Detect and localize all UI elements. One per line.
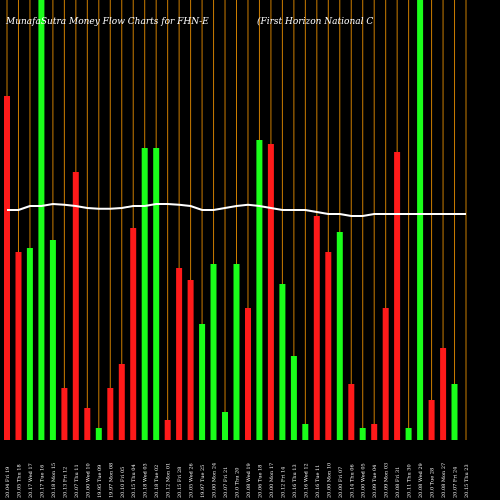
x-tick-label: 20.11 Thu 30 (407, 464, 413, 498)
x-tick-label: 20.00 Mon 24 (212, 463, 218, 498)
bar (118, 364, 125, 440)
chart-subtitle: (First Horizon National C (257, 16, 373, 27)
x-tick-label: 19.97 Tue 25 (200, 465, 206, 498)
bar (199, 324, 206, 440)
x-tick-label: 20.16 Tue 11 (315, 465, 321, 498)
x-tick-label: 20.10 Fri 05 (120, 467, 126, 498)
bar (15, 252, 22, 440)
x-tick-label: 20.07 Thu 11 (74, 464, 80, 498)
x-tick-label: 20.00 Wed 05 (361, 463, 367, 498)
bar (164, 420, 171, 440)
bar (233, 264, 240, 440)
bar (222, 412, 228, 440)
x-tick-label: 20.00 Wed 10 (85, 463, 91, 498)
x-tick-label: 20.00 Fri 07 (338, 467, 344, 498)
bar (72, 172, 79, 440)
x-tick-label: 20.18 Wed 03 (143, 463, 149, 498)
bar (302, 424, 309, 440)
bar (187, 280, 194, 440)
x-tick-label: 20.16 Thu 13 (292, 464, 298, 498)
x-tick-label: 19.97 Mon 08 (108, 463, 114, 498)
x-tick-label: 20.09 Mon 03 (384, 463, 390, 498)
bar (348, 384, 355, 440)
bar (141, 148, 148, 440)
bar (256, 140, 263, 440)
x-tick-label: 20.05 Wed 26 (189, 463, 195, 498)
bar (267, 144, 274, 440)
bar (153, 148, 160, 440)
x-tick-label: 20.06 Tue 18 (257, 465, 263, 498)
bar (417, 0, 424, 440)
bar (49, 240, 56, 440)
bar (394, 152, 401, 440)
x-axis-labels: 20.04 Fri 19 20.05 Thu 18 20.17 Wed 17 20.1… (5, 463, 470, 498)
x-tick-label: 20.0 Tue 28 (430, 468, 436, 498)
x-tick-label: 20.18 Tue 02 (154, 465, 160, 498)
bar (382, 308, 389, 440)
x-tick-label: 20.09 Tue 04 (372, 465, 378, 498)
bar (38, 0, 45, 440)
bar-series (4, 0, 458, 440)
bar (428, 400, 435, 440)
x-tick-label: 20.16 Wed 12 (303, 463, 309, 498)
price-line (7, 202, 466, 217)
bar (359, 428, 366, 440)
bar (336, 232, 343, 440)
x-tick-label: 20.17 Tue 16 (39, 465, 45, 498)
x-tick-label: 20.18 Mon 15 (51, 463, 57, 498)
x-tick-label: 20.13 Fri 12 (62, 467, 68, 498)
bar (440, 348, 447, 440)
bar (313, 216, 320, 440)
bar (245, 308, 251, 440)
x-tick-label: 20.07 Fri 21 (223, 467, 229, 498)
bar (130, 228, 137, 440)
x-tick-label: 20.08 Wed 29 (418, 463, 424, 498)
x-tick-label: 20.07 Fri 24 (453, 467, 459, 498)
x-tick-label: 20.15 Thu 23 (464, 464, 470, 498)
x-tick-label: 20.00 Mon 17 (269, 463, 275, 498)
x-tick-label: 19.95 Tue 09 (97, 465, 103, 498)
bar (176, 268, 183, 440)
x-tick-label: 20.08 Wed 19 (246, 463, 252, 498)
bar (95, 428, 102, 440)
x-tick-label: 20.08 Mon 27 (441, 463, 447, 498)
x-tick-label: 20.12 Fri 14 (280, 467, 286, 498)
bar (26, 248, 33, 440)
x-tick-label: 20.14 Thu 06 (349, 464, 355, 498)
x-tick-label: 20.08 Fri 31 (395, 467, 401, 498)
bar (107, 388, 114, 440)
bar (325, 252, 332, 440)
bar (371, 424, 378, 440)
x-tick-label: 20.00 Mon 10 (326, 463, 332, 498)
bar (405, 428, 412, 440)
x-tick-label: 20.15 Thu 04 (131, 464, 137, 498)
bar (210, 264, 217, 440)
x-tick-label: 20.04 Fri 19 (5, 467, 11, 498)
bar (290, 356, 297, 440)
x-tick-label: 20.0 Thu 20 (235, 468, 241, 498)
bar (84, 408, 91, 440)
bar (451, 384, 458, 440)
chart-title: MunafaSutra Money Flow Charts for FHN-E (5, 17, 209, 27)
x-tick-label: 20.17 Wed 17 (28, 463, 34, 498)
bar (61, 388, 68, 440)
x-tick-label: 20.12 Mon 01 (166, 463, 172, 498)
x-tick-label: 20.15 Fri 28 (177, 467, 183, 498)
bar (4, 96, 10, 440)
x-tick-label: 20.05 Thu 18 (16, 464, 22, 498)
bar (279, 284, 286, 440)
